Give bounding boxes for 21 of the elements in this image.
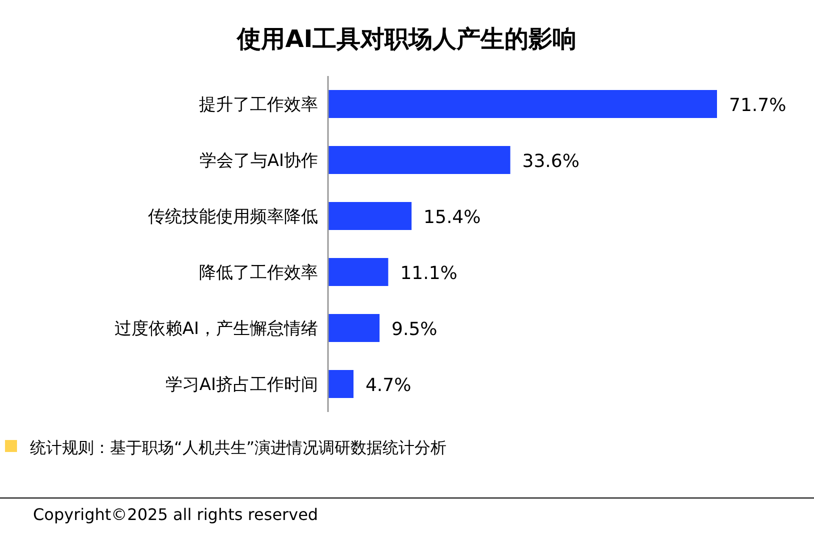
bar — [328, 314, 380, 342]
data-label: 33.6% — [522, 151, 580, 172]
bar — [328, 90, 717, 118]
y-tick-label: 降低了工作效率 — [199, 263, 318, 283]
bar — [328, 146, 510, 174]
y-tick-label: 学会了与AI协作 — [199, 151, 318, 171]
data-label: 71.7% — [729, 95, 786, 116]
text: Copyright©2025 all rights reserved — [33, 505, 318, 524]
data-label: 15.4% — [424, 207, 481, 228]
data-label: 11.1% — [400, 263, 458, 284]
text: 统计规则：基于职场“人机共生”演进情况调研数据统计分析 — [30, 438, 447, 457]
data-label: 9.5% — [392, 319, 438, 340]
bar — [328, 258, 388, 286]
y-tick-label: 学习AI挤占工作时间 — [165, 375, 318, 395]
y-tick-label: 提升了工作效率 — [199, 95, 318, 115]
bar — [328, 370, 354, 398]
bar — [328, 202, 412, 230]
y-tick-label: 过度依赖AI，产生懈怠情绪 — [114, 319, 318, 339]
chart-title: 使用AI工具对职场人产生的影响 — [236, 25, 577, 53]
y-tick-label: 传统技能使用频率降低 — [148, 207, 318, 227]
data-label: 4.7% — [366, 375, 412, 396]
